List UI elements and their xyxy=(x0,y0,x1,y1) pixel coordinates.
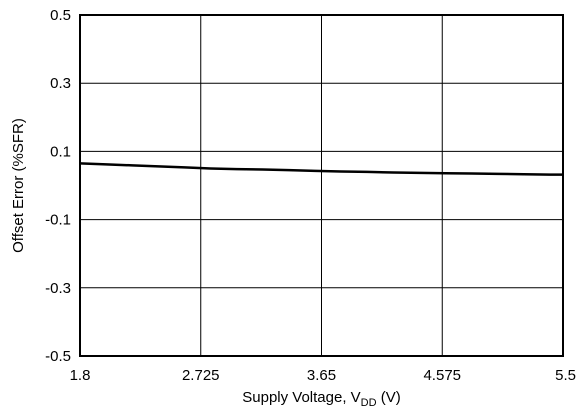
y-tick-label: -0.1 xyxy=(45,212,71,229)
x-tick-label: 2.725 xyxy=(182,367,220,384)
x-tick-label: 1.8 xyxy=(70,367,91,384)
y-tick-label: 0.3 xyxy=(50,75,71,92)
plot-area-frame xyxy=(79,14,564,357)
x-tick-label: 3.65 xyxy=(307,367,336,384)
x-axis-title-subscript: DD xyxy=(361,397,377,409)
y-axis-tick-labels: -0.5 -0.3 -0.1 0.1 0.3 0.5 xyxy=(45,7,71,365)
x-tick-label: 4.575 xyxy=(423,367,461,384)
x-axis-title: Supply Voltage, VDD (V) xyxy=(242,389,400,409)
y-tick-label: -0.3 xyxy=(45,280,71,297)
series-layer xyxy=(79,162,563,176)
series-line xyxy=(79,162,563,176)
y-tick-label: 0.5 xyxy=(50,7,71,24)
x-axis-title-main: Supply Voltage, V xyxy=(242,389,360,406)
x-tick-label: 5.5 xyxy=(555,367,576,384)
y-tick-label: 0.1 xyxy=(50,143,71,160)
x-axis-tick-labels: 1.8 2.725 3.65 4.575 5.5 xyxy=(70,367,576,384)
grid-lines xyxy=(79,14,564,357)
x-axis-title-unit: (V) xyxy=(377,389,401,406)
y-tick-label: -0.5 xyxy=(45,348,71,365)
y-axis-title: Offset Error (%SFR) xyxy=(10,118,27,253)
